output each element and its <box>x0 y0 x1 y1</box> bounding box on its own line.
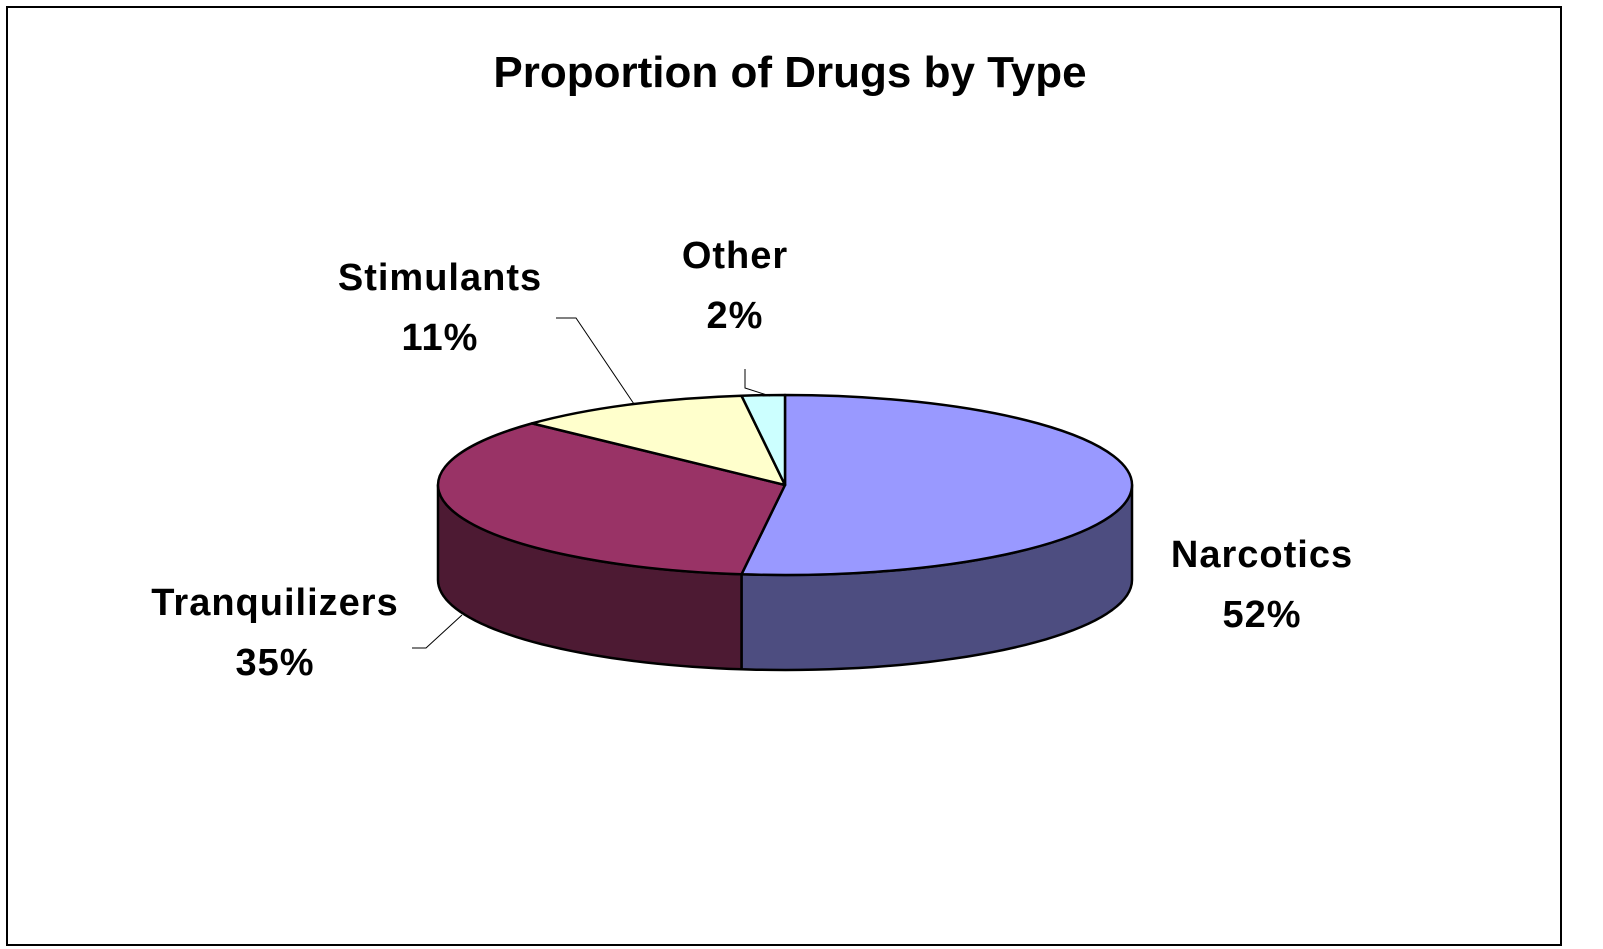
slice-value-tranquilizers: 35% <box>235 642 314 684</box>
pie-slice-narcotics <box>740 393 1134 577</box>
slice-value-stimulants: 11% <box>402 317 479 359</box>
pie-slice-stimulants <box>530 394 787 487</box>
leader-lines <box>412 317 771 649</box>
slice-label-tranquilizers: Tranquilizers <box>151 582 398 624</box>
slice-label-stimulants: Stimulants <box>338 257 542 299</box>
slice-label-other: Other <box>682 235 788 277</box>
chart-title: Proportion of Drugs by Type <box>493 48 1086 97</box>
slice-label-narcotics: Narcotics <box>1171 534 1353 576</box>
slice-value-narcotics: 52% <box>1222 594 1301 636</box>
slice-value-other: 2% <box>707 295 764 337</box>
pie-slice-other <box>740 393 787 487</box>
leader-line-other <box>744 369 771 397</box>
leader-line-tranquilizers <box>412 614 463 649</box>
pie-slice-tranquilizers <box>436 422 787 576</box>
pie-tops <box>436 393 1134 577</box>
leader-line-stimulants <box>556 317 635 405</box>
pie-labels: Narcotics 52% Tranquilizers 35% Stimulants 11… <box>151 235 1353 684</box>
